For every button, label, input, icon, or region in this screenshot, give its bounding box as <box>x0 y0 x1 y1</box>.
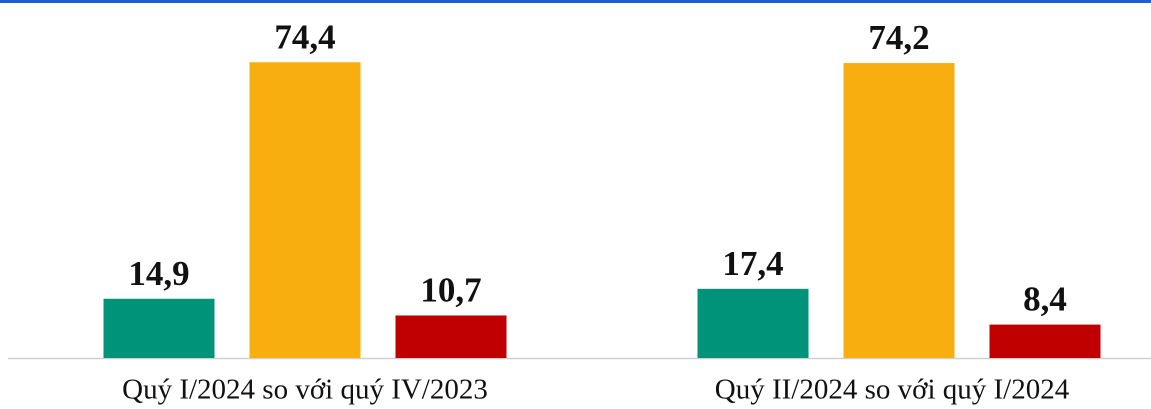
bar <box>843 63 955 359</box>
bar <box>697 288 809 358</box>
bar <box>249 62 361 358</box>
bar <box>103 298 215 358</box>
bar <box>395 315 507 358</box>
data-label: 74,4 <box>274 17 335 56</box>
top-border <box>0 0 1151 3</box>
x-tick-label: Quý II/2024 so với quý I/2024 <box>715 374 1070 406</box>
data-label: 8,4 <box>1023 280 1067 319</box>
x-tick-label: Quý I/2024 so với quý IV/2023 <box>122 374 488 406</box>
data-label: 74,2 <box>868 18 929 57</box>
data-label: 14,9 <box>128 254 189 293</box>
bar <box>989 324 1101 358</box>
data-label: 10,7 <box>420 270 481 309</box>
data-label: 17,4 <box>722 244 783 283</box>
